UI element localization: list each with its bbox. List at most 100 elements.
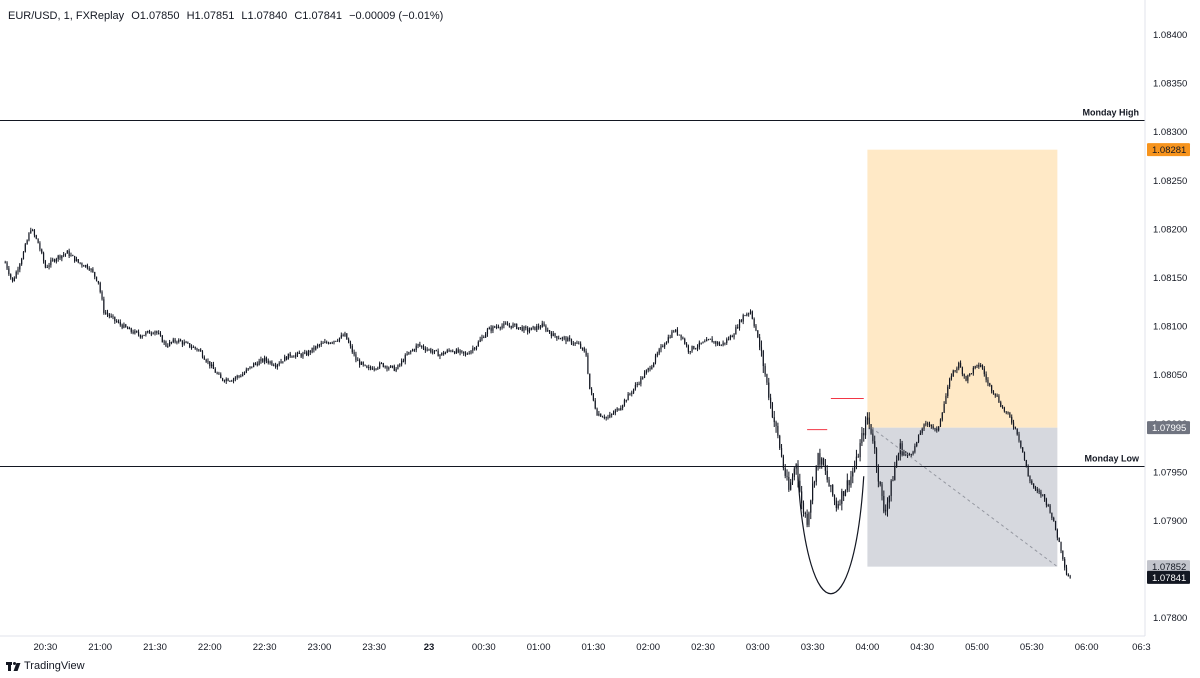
candle-body [903,452,905,456]
candle-body [1062,550,1064,560]
price-label-badge[interactable] [1147,421,1190,435]
candle-body [826,470,828,480]
candle-body [236,375,238,378]
plot-area[interactable]: Monday High Monday Low [0,108,1145,595]
candle-body [625,400,627,402]
candle-body [490,327,492,331]
candles[interactable] [4,227,1071,579]
price-label-badge[interactable] [1147,560,1190,574]
candle-body [86,265,89,269]
candle-body [189,343,191,348]
time-axis[interactable]: 20:30 21:00 21:30 22:00 22:30 23:00 23:30 23 00:… [0,635,1151,653]
candle-body [592,393,594,401]
candle-body [890,480,892,496]
candle-body [938,426,940,431]
candle-body [872,433,874,442]
price-tick-label: 1.08250 [1153,176,1187,187]
stop-loss-zone[interactable] [867,149,1058,428]
candle-body [371,368,373,370]
symbol-name[interactable]: EUR/USD, 1, FXReplay [8,10,125,22]
candle-body [839,503,841,505]
candle-body [4,262,6,264]
candle-body [196,348,198,351]
candle-body [375,368,377,370]
candle-body [1007,412,1009,414]
candle-body [267,360,269,363]
candle-body [92,269,94,273]
candle-body [638,383,640,385]
candle-body [854,466,856,472]
candle-body [967,375,969,381]
candle-body [232,378,235,381]
price-tick-label: 1.08150 [1153,273,1187,284]
candle-body [616,408,618,411]
tradingview-brand[interactable]: TradingView [6,660,85,672]
take-profit-zone[interactable] [867,427,1058,567]
candle-body [167,345,169,347]
candle-body [894,466,896,481]
rounded-bottom-curve[interactable] [797,476,865,595]
candle-body [813,481,816,484]
candle-body [413,349,415,351]
candle-body [112,316,114,318]
candle-body [733,334,735,338]
candle-body [572,343,574,345]
candle-body [170,342,173,344]
price-label-badge[interactable] [1147,143,1190,157]
price-label-badge[interactable] [1147,570,1190,584]
candle-body [401,360,403,365]
candle-body [1049,505,1051,513]
candle-body [245,369,247,373]
candle-body [808,512,810,525]
candle-body [583,347,585,352]
candle-body [422,346,425,349]
candle-body [510,325,512,328]
price-axis[interactable]: 1.08400 1.08350 1.08300 1.08250 1.08200 1.081… [1144,0,1190,636]
candle-body [298,352,300,354]
candle-body [859,443,861,458]
candle-body [247,368,249,370]
candle-body [358,360,361,365]
candle-body [536,326,538,330]
candle-body [242,374,244,377]
candle-body [1012,422,1015,428]
candle-body [165,341,167,347]
candle-body [452,351,454,353]
candle-body [1009,413,1011,417]
candle-body [521,327,523,331]
candle-body [348,339,350,343]
candle-body [329,342,331,344]
candle-body [671,331,673,338]
level-label: Monday High [1083,108,1140,118]
candle-body [596,408,598,416]
candle-body [42,252,45,262]
candle-body [704,341,706,343]
candle-body [682,337,684,339]
candle-body [81,263,83,266]
time-tick-label: 01:30 [582,642,606,653]
candle-body [810,500,812,513]
candle-body [927,423,929,425]
candle-body [665,342,668,345]
candle-body [390,365,392,368]
candle-body [737,327,739,329]
candle-body [461,350,463,352]
candle-body [1060,542,1062,551]
candle-body [201,351,204,358]
candle-body [989,383,991,386]
candle-body [700,342,702,344]
candle-body [53,259,56,262]
candle-body [748,313,750,315]
candle-body [421,345,423,347]
candle-body [1042,494,1044,496]
candle-body [925,423,927,425]
candle-body [57,255,59,259]
candle-body [273,364,275,366]
candle-body [324,341,326,343]
candle-body [70,255,72,257]
candle-body [116,321,118,323]
candle-body [508,325,510,327]
candle-body [696,346,699,349]
candle-body [355,354,357,361]
